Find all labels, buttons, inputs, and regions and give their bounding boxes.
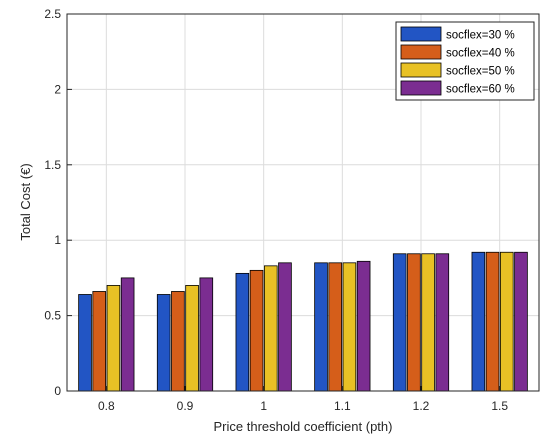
legend-label: socflex=60 % (446, 84, 515, 96)
bar (249, 269, 264, 392)
bar (392, 253, 407, 392)
legend-swatch (400, 80, 442, 96)
bar (199, 277, 214, 392)
bar (156, 294, 171, 392)
bar (485, 251, 500, 392)
bar (106, 285, 121, 392)
y-ticks: 0 0.5 1 1.5 2 2.5 (44, 7, 72, 398)
bar (78, 294, 92, 392)
bar (263, 265, 278, 392)
bar (278, 262, 292, 392)
bar (92, 291, 107, 392)
bar (407, 253, 421, 392)
bar (120, 277, 135, 392)
legend-label: socflex=30 % (446, 30, 515, 42)
x-axis-label: Price threshold coefficient (pth) (214, 419, 393, 434)
bars (78, 251, 528, 392)
legend-label: socflex=40 % (446, 48, 515, 60)
x-tick-label: 1.2 (413, 399, 430, 413)
bar (235, 272, 250, 392)
grid-lines (67, 13, 539, 392)
y-tick-label: 2.5 (44, 7, 61, 21)
y-tick-label: 1.5 (44, 158, 61, 172)
legend-swatch (400, 44, 442, 60)
y-tick-label: 2 (54, 82, 61, 96)
legend: socflex=30 % socflex=40 % socflex=50 % socf… (395, 21, 535, 101)
legend-label: socflex=50 % (446, 66, 515, 78)
x-tick-label: 1 (260, 399, 267, 413)
x-tick-label: 0.9 (177, 399, 194, 413)
bar (171, 291, 185, 392)
legend-swatch (400, 62, 442, 78)
bar (314, 262, 328, 392)
bar (435, 253, 450, 392)
bar (499, 251, 514, 392)
bar (514, 251, 528, 392)
bar (471, 251, 486, 392)
bar (356, 260, 371, 392)
bar (342, 262, 357, 392)
legend-swatch (400, 26, 442, 42)
bar (185, 285, 199, 392)
y-axis-label: Total Cost (€) (18, 163, 33, 240)
x-ticks: 0.8 0.9 1 1.1 1.2 1.5 (98, 386, 508, 413)
y-tick-label: 0.5 (44, 309, 61, 323)
y-tick-label: 1 (54, 233, 61, 247)
bar (421, 253, 435, 392)
x-tick-label: 0.8 (98, 399, 115, 413)
plot-frame (66, 13, 540, 392)
x-tick-label: 1.1 (334, 399, 351, 413)
bar (328, 262, 343, 392)
y-tick-label: 0 (54, 384, 61, 398)
x-tick-label: 1.5 (491, 399, 508, 413)
